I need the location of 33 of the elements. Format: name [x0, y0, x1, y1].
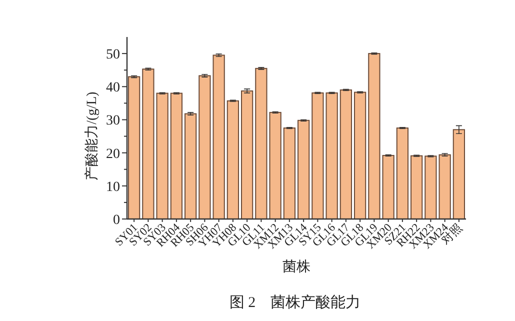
- bar: [170, 92, 182, 220]
- y-tick-label: 10: [106, 180, 120, 195]
- x-axis-title: 菌株: [282, 259, 310, 275]
- bar: [241, 90, 254, 220]
- bar: [212, 54, 225, 220]
- bar: [283, 128, 296, 220]
- bar: [410, 155, 423, 220]
- y-axis-title: 产酸能力/(g/L): [84, 91, 100, 180]
- y-tick-label: 20: [106, 146, 120, 162]
- bar: [298, 120, 310, 220]
- y-tick-label: 30: [106, 114, 120, 129]
- bar: [382, 154, 394, 220]
- bar: [326, 92, 338, 220]
- bar: [128, 76, 140, 220]
- bar: [226, 100, 239, 220]
- bar: [340, 89, 352, 220]
- bar: [312, 92, 324, 220]
- bar: [368, 53, 380, 220]
- bar: [198, 75, 211, 220]
- bar: [184, 113, 197, 220]
- bar: [424, 156, 437, 220]
- bar: [255, 68, 268, 220]
- y-tick-label: 40: [106, 80, 120, 96]
- caption: 图 2 菌株产酸能力: [229, 294, 361, 311]
- bar: [142, 68, 154, 220]
- y-tick-label: 0: [113, 213, 120, 228]
- bar: [438, 154, 451, 220]
- bar: [452, 129, 465, 220]
- y-tick-label: 50: [106, 48, 120, 63]
- bar: [269, 112, 282, 220]
- bar: [354, 92, 366, 220]
- bar: [156, 92, 168, 220]
- bar: [396, 128, 408, 220]
